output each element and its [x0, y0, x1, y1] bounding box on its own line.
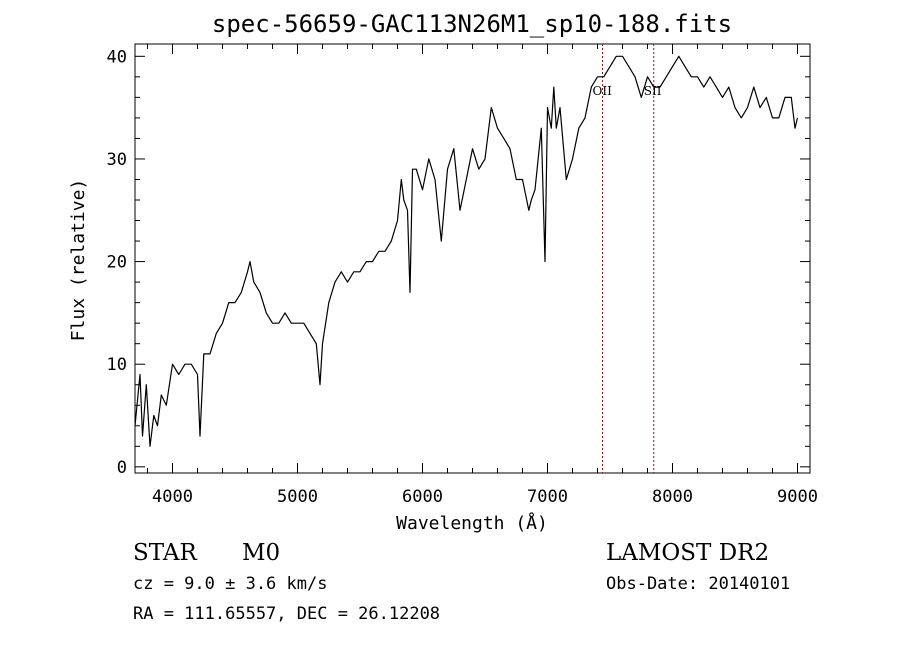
- x-tick-label: 8000: [652, 487, 693, 507]
- chart-title: spec-56659-GAC113N26M1_sp10-188.fits: [212, 10, 732, 38]
- x-tick-label: 4000: [152, 487, 193, 507]
- y-axis-label: Flux (relative): [68, 179, 89, 342]
- subclass-label: M0: [242, 540, 281, 566]
- x-axis-label: Wavelength (Å): [396, 512, 548, 534]
- y-tick-label: 10: [107, 355, 127, 375]
- obs-date-label: Obs-Date: 20140101: [606, 574, 791, 594]
- class-label: STAR: [133, 540, 197, 566]
- x-tick-label: 7000: [527, 487, 568, 507]
- survey-label: LAMOST DR2: [606, 540, 770, 566]
- coordinates-label: RA = 111.65557, DEC = 26.12208: [133, 604, 441, 624]
- x-tick-label: 5000: [277, 487, 318, 507]
- y-tick-label: 40: [107, 47, 127, 67]
- reference-line-label: OII: [593, 84, 613, 98]
- y-tick-label: 20: [107, 253, 127, 273]
- y-tick-label: 0: [117, 458, 127, 478]
- y-tick-label: 30: [107, 150, 127, 170]
- x-tick-label: 6000: [402, 487, 443, 507]
- plot-frame: [134, 43, 811, 474]
- spectrum-line: [134, 55, 799, 447]
- x-tick-label: 9000: [777, 487, 818, 507]
- redshift-label: cz = 9.0 ± 3.6 km/s: [133, 574, 328, 594]
